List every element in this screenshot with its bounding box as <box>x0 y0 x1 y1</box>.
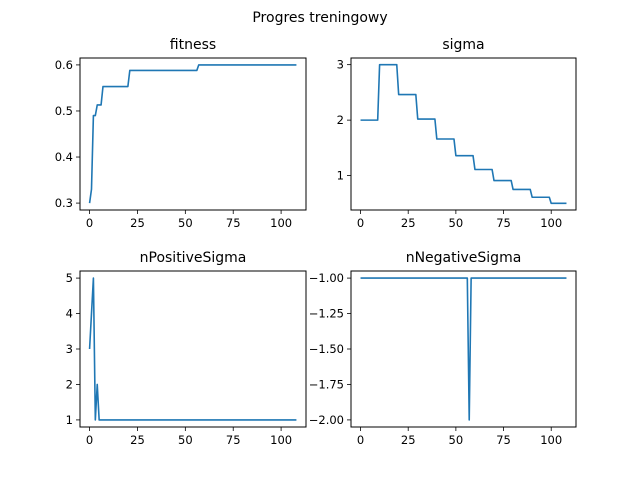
y-tick-label-fitness-1: 0.4 <box>55 150 73 164</box>
subplot-title-fitness: fitness <box>170 37 216 53</box>
x-tick-label-fitness-3: 75 <box>226 216 241 230</box>
axes-frame-fitness <box>79 57 307 211</box>
subplot-sigma: sigma 0 25 50 75 100 1 2 3 <box>337 37 577 230</box>
x-tick-label-fitness-1: 25 <box>130 216 145 230</box>
x-tick-label-nnegativesigma-3: 75 <box>496 433 511 447</box>
y-tick-label-fitness-0: 0.3 <box>55 196 73 210</box>
x-tick-label-npositivesigma-4: 100 <box>270 433 292 447</box>
x-tick-label-sigma-2: 50 <box>449 216 464 230</box>
x-tick-label-npositivesigma-0: 0 <box>86 433 93 447</box>
y-tick-label-sigma-2: 3 <box>337 58 344 72</box>
y-tick-label-nnegativesigma-4: −2.00 <box>309 413 344 427</box>
y-tick-label-nnegativesigma-3: −1.75 <box>309 377 344 391</box>
subplot-fitness: fitness 0 25 50 75 100 0.3 0.4 0.5 0.6 <box>55 37 307 230</box>
y-tick-label-npositivesigma-2: 3 <box>66 342 73 356</box>
x-tick-label-fitness-2: 50 <box>178 216 193 230</box>
y-tick-label-npositivesigma-4: 5 <box>66 271 73 285</box>
subplot-title-sigma: sigma <box>442 37 484 53</box>
x-tick-label-sigma-1: 25 <box>401 216 416 230</box>
x-tick-label-npositivesigma-3: 75 <box>226 433 241 447</box>
subplot-nnegativesigma: nNegativeSigma 0 25 50 75 100 −1.00 −1.25 −1.50 −… <box>309 250 577 447</box>
y-tick-label-nnegativesigma-2: −1.50 <box>309 342 344 356</box>
subplot-npositivesigma: nPositiveSigma 0 25 50 75 100 1 2 3 4 5 <box>66 250 307 447</box>
y-tick-label-npositivesigma-3: 4 <box>66 307 73 321</box>
subplot-title-nnegativesigma: nNegativeSigma <box>406 250 522 266</box>
y-tick-label-fitness-2: 0.5 <box>55 104 73 118</box>
figure-suptitle: Progres treningowy <box>252 10 387 26</box>
x-tick-label-fitness-4: 100 <box>270 216 292 230</box>
x-tick-label-sigma-3: 75 <box>496 216 511 230</box>
y-tick-label-nnegativesigma-1: −1.25 <box>309 307 344 321</box>
axes-frame-sigma <box>350 57 577 211</box>
y-tick-label-fitness-3: 0.6 <box>55 58 73 72</box>
x-tick-label-nnegativesigma-0: 0 <box>357 433 364 447</box>
axes-frame-nnegativesigma <box>350 270 577 428</box>
x-tick-label-nnegativesigma-1: 25 <box>401 433 416 447</box>
x-tick-label-npositivesigma-2: 50 <box>178 433 193 447</box>
axes-frame-npositivesigma <box>79 270 307 428</box>
series-line-nnegativesigma <box>360 277 567 421</box>
series-line-sigma <box>360 63 567 205</box>
x-tick-label-nnegativesigma-2: 50 <box>449 433 464 447</box>
y-tick-label-npositivesigma-0: 1 <box>66 413 73 427</box>
series-line-npositivesigma <box>88 277 297 421</box>
subplot-title-npositivesigma: nPositiveSigma <box>140 250 247 266</box>
y-tick-label-sigma-0: 1 <box>337 169 344 183</box>
x-tick-label-npositivesigma-1: 25 <box>130 433 145 447</box>
x-tick-label-sigma-0: 0 <box>357 216 364 230</box>
x-tick-label-fitness-0: 0 <box>86 216 93 230</box>
x-tick-label-nnegativesigma-4: 100 <box>540 433 562 447</box>
y-tick-label-nnegativesigma-0: −1.00 <box>309 271 344 285</box>
y-tick-label-sigma-1: 2 <box>337 113 344 127</box>
series-line-fitness <box>88 64 297 204</box>
y-tick-label-npositivesigma-1: 2 <box>66 377 73 391</box>
x-tick-label-sigma-4: 100 <box>540 216 562 230</box>
